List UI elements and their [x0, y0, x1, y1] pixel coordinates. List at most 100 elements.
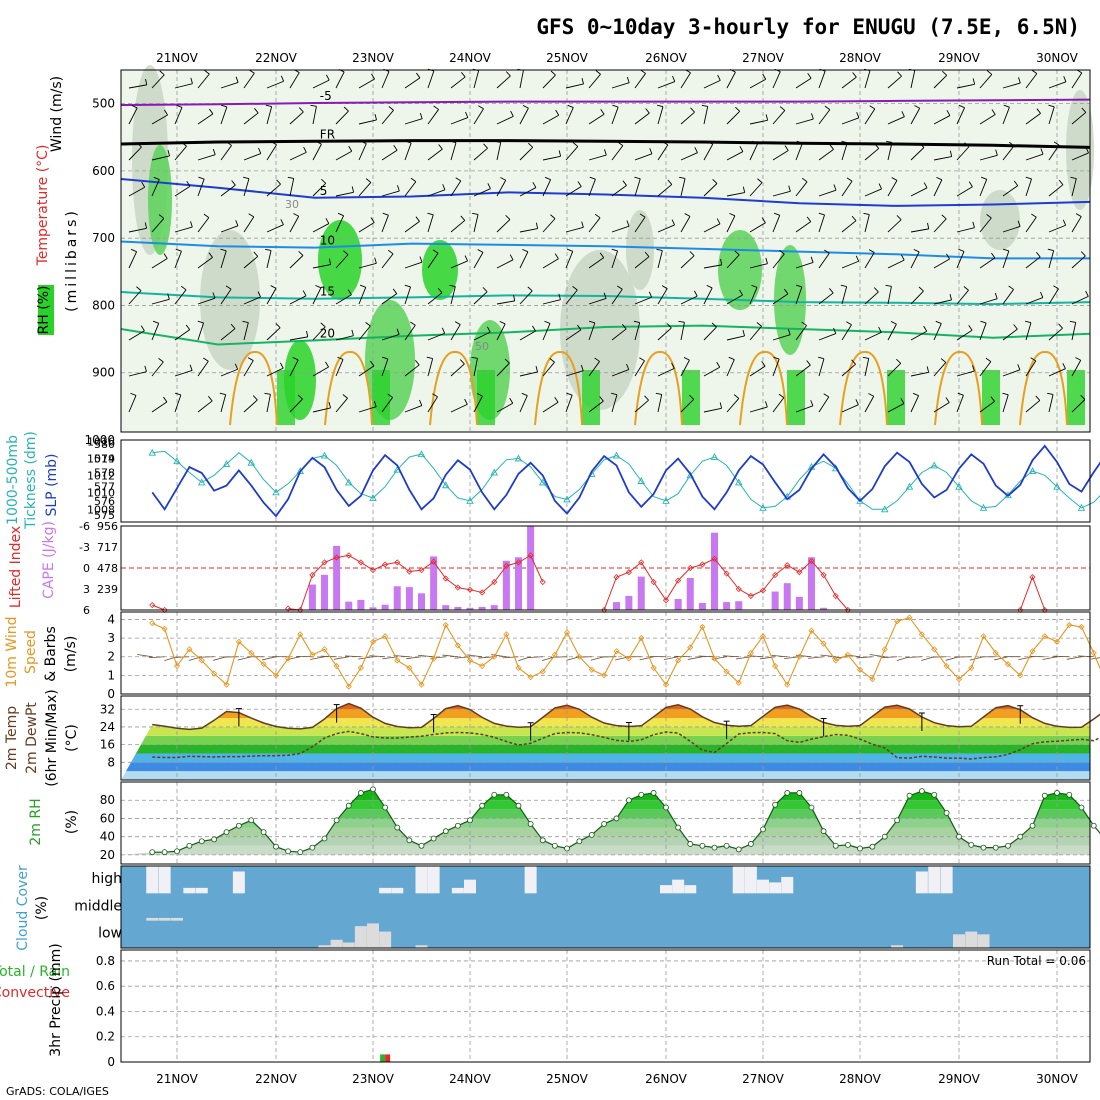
- wind-point: [539, 668, 546, 675]
- li-point: [442, 575, 449, 582]
- date-label-top: 24NOV: [449, 51, 491, 65]
- wind-barb: [765, 401, 768, 408]
- thickness-point: [538, 478, 547, 486]
- wind-barb: [703, 264, 722, 269]
- wind-barb: [266, 144, 277, 161]
- wind-barb: [887, 75, 902, 89]
- rh-point: [273, 843, 279, 850]
- wind-barb: [761, 361, 766, 367]
- thickness-point: [320, 451, 329, 459]
- li-point: [479, 589, 486, 596]
- wind-barb: [945, 397, 950, 403]
- wind-barb: [180, 285, 187, 291]
- wind-barb: [174, 226, 193, 233]
- wind-barb: [371, 73, 375, 80]
- wind-tick: 2: [107, 650, 115, 664]
- wind-barb: [499, 320, 506, 325]
- wind-barb: [964, 142, 970, 147]
- wind-barb: [128, 227, 147, 233]
- wind-point: [832, 657, 839, 664]
- wind-barb: [174, 394, 182, 413]
- wind-barb: [863, 212, 870, 215]
- wind-barb: [818, 252, 830, 269]
- rh-point: [418, 842, 425, 849]
- cloud-bar-high: [781, 876, 794, 894]
- wind-barb: [396, 328, 400, 335]
- rh-legend-swatch: [38, 285, 54, 335]
- wind-barb: [639, 357, 645, 362]
- wind-barb: [919, 142, 925, 148]
- wind-barb: [473, 358, 478, 377]
- wind-barb: [550, 214, 556, 219]
- thickness-point: [148, 448, 157, 456]
- li-point: [345, 552, 352, 559]
- cloud-bar-high: [427, 866, 440, 894]
- wind-barb: [634, 73, 646, 89]
- wind-barb: [128, 186, 145, 197]
- wind-barb: [519, 251, 529, 269]
- wind-barb: [1002, 394, 1009, 413]
- wind-barb: [649, 148, 653, 155]
- li-point: [723, 570, 730, 577]
- wind-barb: [554, 397, 559, 403]
- isotherm-25: [229, 351, 278, 426]
- wind-barb: [522, 105, 529, 109]
- isotherm-label: 10: [320, 234, 335, 248]
- wind-barb: [784, 288, 789, 295]
- wind-barb: [611, 288, 623, 305]
- wind-barb: [136, 142, 142, 148]
- rh-point: [711, 844, 718, 851]
- wind-barb: [806, 216, 812, 222]
- wind-barb: [626, 363, 630, 370]
- wind-barb: [404, 405, 422, 413]
- wind-barb: [298, 250, 304, 256]
- li-point: [321, 559, 328, 566]
- wind-barb: [734, 250, 740, 256]
- date-label-top: 22NOV: [255, 51, 297, 65]
- wind-barb: [266, 394, 271, 413]
- rh-point: [588, 831, 595, 838]
- y-label-convective: Convective: [0, 985, 70, 1001]
- wind-barb: [151, 298, 170, 305]
- wind-barb: [818, 70, 826, 89]
- wind-barb: [926, 366, 930, 373]
- wind-barb: [972, 221, 975, 228]
- wind-barb: [1002, 369, 1021, 377]
- wind-barb: [1058, 323, 1063, 329]
- wind-barb: [335, 150, 352, 161]
- wind-barb: [565, 394, 573, 413]
- cape-bar: [333, 545, 341, 610]
- wind-barb: [657, 104, 664, 108]
- wind-barb: [968, 325, 973, 331]
- wind-barb: [1025, 400, 1041, 413]
- cloud-bar-high: [940, 866, 953, 894]
- cloud-bar-low: [965, 931, 978, 948]
- cape-bar: [502, 560, 510, 610]
- wind-barb: [220, 82, 239, 89]
- wind-barb: [801, 321, 807, 326]
- wind-barb: [910, 395, 920, 413]
- rh-shade: [277, 370, 295, 425]
- temp-band: [121, 744, 1090, 754]
- wind-barb: [494, 140, 501, 143]
- wind-barb: [795, 364, 811, 377]
- thickness-point: [612, 451, 621, 459]
- rh-point: [186, 842, 193, 849]
- wind-barb: [864, 291, 879, 305]
- wind-barb: [661, 285, 668, 289]
- y-label-temp: 2m Temp: [4, 706, 20, 770]
- wind-barb: [749, 365, 766, 377]
- wind-barb: [266, 250, 272, 269]
- wind-barb: [801, 177, 808, 183]
- wind-barb: [303, 146, 307, 153]
- wind-barb: [680, 178, 686, 197]
- wind-barb: [726, 215, 736, 233]
- wind-barb: [1048, 224, 1066, 233]
- wind-barb: [1025, 297, 1043, 305]
- wind-barb: [829, 144, 834, 150]
- wind-barb: [680, 295, 698, 305]
- li-tick: 3: [83, 583, 90, 596]
- wind-barb: [680, 72, 691, 89]
- wind-point: [759, 633, 767, 640]
- wind-barb: [373, 400, 377, 407]
